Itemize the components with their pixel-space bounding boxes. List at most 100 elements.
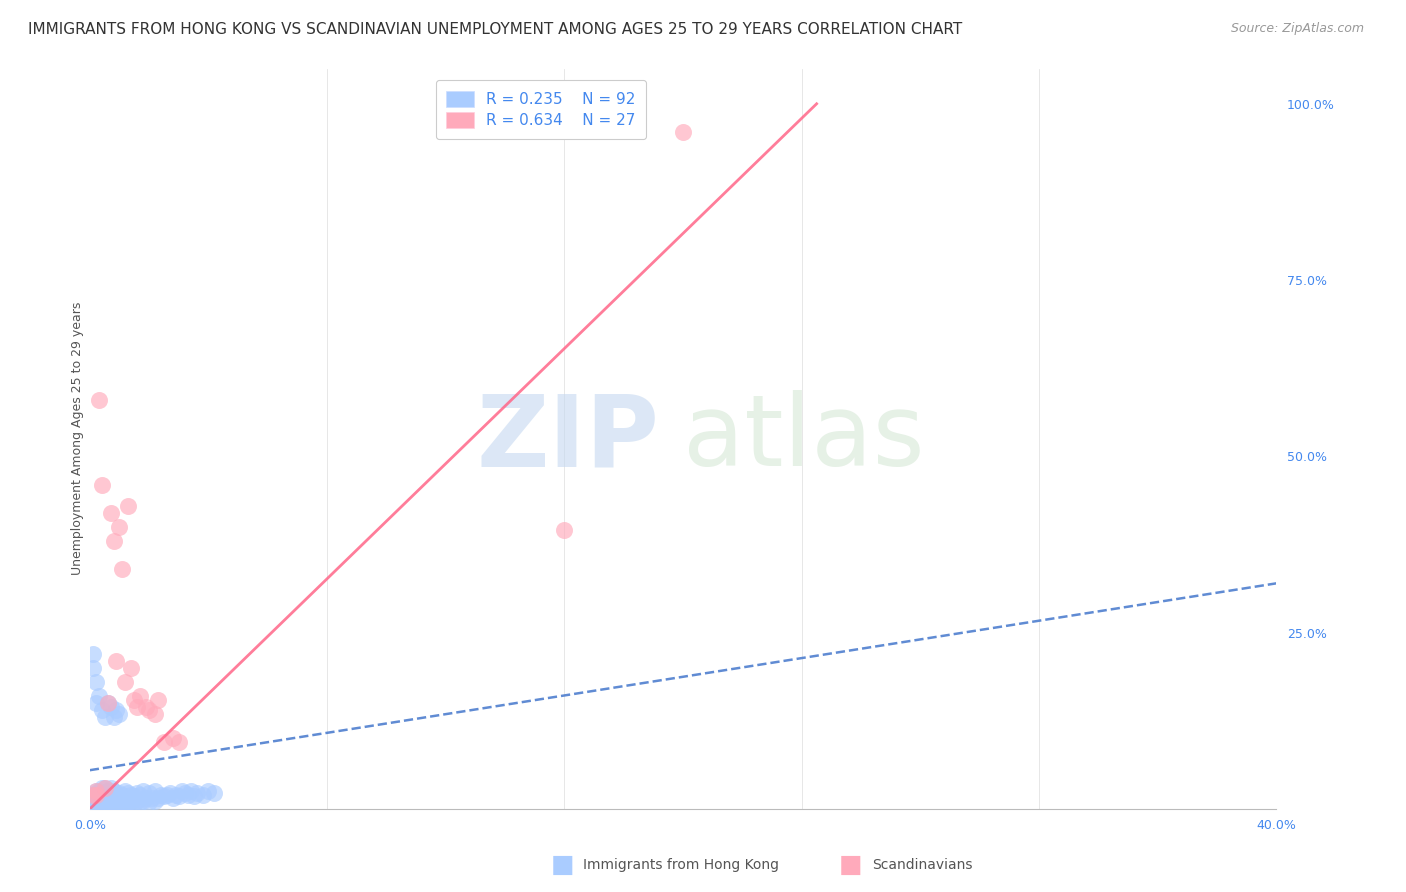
Point xyxy=(93,710,115,724)
Point xyxy=(153,789,176,804)
Point xyxy=(672,125,695,139)
Point xyxy=(84,787,107,801)
Point xyxy=(120,661,142,675)
Point xyxy=(100,797,122,811)
Point xyxy=(127,787,149,801)
Point xyxy=(83,793,105,807)
Point xyxy=(82,661,104,675)
Point xyxy=(105,703,128,717)
Text: Immigrants from Hong Kong: Immigrants from Hong Kong xyxy=(583,858,779,872)
Point xyxy=(141,791,163,805)
Point xyxy=(105,795,128,809)
Point xyxy=(114,798,136,813)
Point xyxy=(103,710,125,724)
Point xyxy=(117,787,139,801)
Point xyxy=(114,675,136,690)
Point xyxy=(93,787,115,801)
Point xyxy=(124,692,146,706)
Text: IMMIGRANTS FROM HONG KONG VS SCANDINAVIAN UNEMPLOYMENT AMONG AGES 25 TO 29 YEARS: IMMIGRANTS FROM HONG KONG VS SCANDINAVIA… xyxy=(28,22,962,37)
Point xyxy=(186,787,208,801)
Point xyxy=(93,797,115,811)
Point xyxy=(108,520,131,534)
Point xyxy=(176,788,198,802)
Point xyxy=(93,780,115,795)
Point xyxy=(90,789,112,804)
Point xyxy=(197,784,219,798)
Point xyxy=(165,788,187,802)
Text: Source: ZipAtlas.com: Source: ZipAtlas.com xyxy=(1230,22,1364,36)
Point xyxy=(108,706,131,721)
Point xyxy=(84,696,107,710)
Point xyxy=(90,703,112,717)
Point xyxy=(132,784,155,798)
Point xyxy=(129,795,152,809)
Point xyxy=(191,788,214,802)
Point xyxy=(84,784,107,798)
Point xyxy=(87,791,110,805)
Point xyxy=(111,562,134,576)
Point xyxy=(87,689,110,703)
Point xyxy=(114,784,136,798)
Point xyxy=(82,791,104,805)
Point xyxy=(167,789,190,804)
Point xyxy=(90,795,112,809)
Point xyxy=(93,780,115,795)
Point xyxy=(103,791,125,805)
Point xyxy=(103,534,125,549)
Point xyxy=(105,788,128,802)
Point xyxy=(159,787,181,801)
Point xyxy=(84,788,107,802)
Point xyxy=(124,797,146,811)
Point xyxy=(82,647,104,661)
Point xyxy=(120,795,142,809)
Point xyxy=(80,795,103,809)
Point xyxy=(553,524,575,538)
Point xyxy=(156,788,179,802)
Point xyxy=(183,789,205,804)
Point xyxy=(202,787,225,801)
Point xyxy=(87,797,110,811)
Text: ■: ■ xyxy=(551,854,574,877)
Point xyxy=(84,795,107,809)
Point xyxy=(108,799,131,814)
Point xyxy=(97,795,120,809)
Point xyxy=(127,793,149,807)
Point xyxy=(97,784,120,798)
Point xyxy=(87,784,110,798)
Point xyxy=(170,784,193,798)
Point xyxy=(90,780,112,795)
Point xyxy=(153,735,176,749)
Point xyxy=(108,793,131,807)
Point xyxy=(117,793,139,807)
Point xyxy=(138,703,160,717)
Point xyxy=(143,793,166,807)
Point xyxy=(143,706,166,721)
Point xyxy=(167,735,190,749)
Point xyxy=(132,793,155,807)
Point xyxy=(84,789,107,804)
Point xyxy=(173,787,195,801)
Text: Scandinavians: Scandinavians xyxy=(872,858,972,872)
Point xyxy=(100,780,122,795)
Point xyxy=(143,784,166,798)
Point xyxy=(84,784,107,798)
Point xyxy=(103,784,125,798)
Point xyxy=(138,787,160,801)
Point xyxy=(100,793,122,807)
Text: atlas: atlas xyxy=(683,391,925,487)
Point xyxy=(84,675,107,690)
Point xyxy=(105,654,128,668)
Point xyxy=(82,788,104,802)
Point xyxy=(129,689,152,703)
Point xyxy=(180,784,202,798)
Point xyxy=(135,699,157,714)
Point xyxy=(108,787,131,801)
Point xyxy=(111,797,134,811)
Point xyxy=(97,798,120,813)
Point xyxy=(117,797,139,811)
Point xyxy=(82,797,104,811)
Point xyxy=(90,477,112,491)
Point xyxy=(146,791,169,805)
Point xyxy=(82,788,104,802)
Point xyxy=(117,499,139,513)
